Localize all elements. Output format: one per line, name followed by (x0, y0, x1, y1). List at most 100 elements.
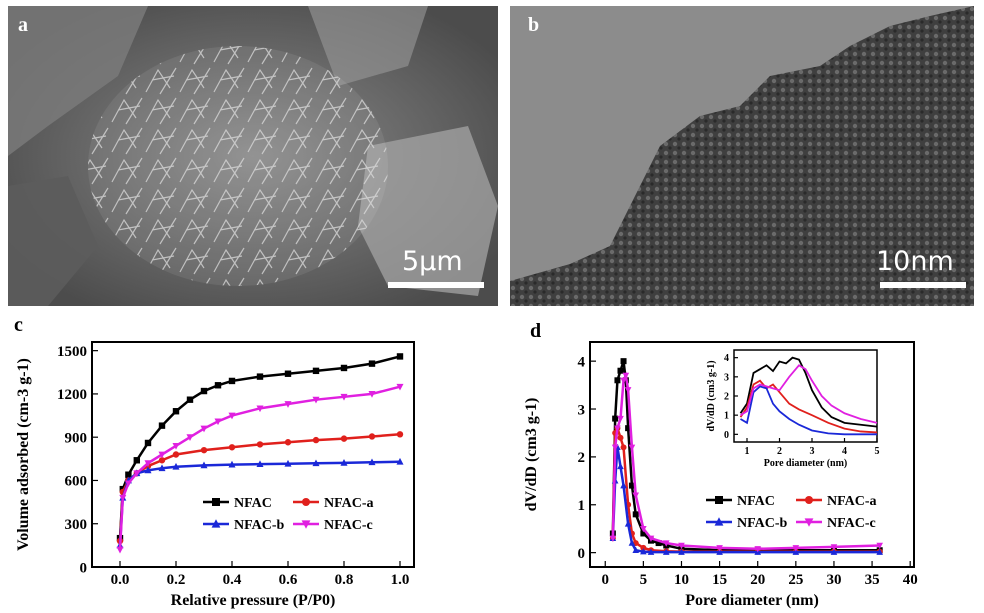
d-x-tick-label: 25 (788, 572, 803, 588)
c-point-nfac-c (214, 418, 222, 426)
c-x-tick-label: 0.8 (335, 572, 354, 588)
d-series-nfac-c (609, 371, 883, 553)
d-inset-line-nfac-b (740, 385, 877, 436)
d-inset-series-nfac-c (740, 364, 878, 424)
c-point-nfac-b (158, 464, 166, 472)
c-point-nfac-c (284, 401, 292, 408)
d-inset-y-tick-label: 4 (724, 353, 729, 364)
c-y-tick-label: 1200 (57, 387, 87, 403)
c-point-nfac-c (368, 391, 376, 398)
c-point-nfac (214, 382, 222, 389)
d-series-nfac-a (609, 424, 883, 555)
c-point-nfac-b (368, 458, 376, 466)
panel-label-b: b (528, 14, 540, 36)
c-point-nfac-c (124, 480, 132, 488)
d-point-nfac-c (620, 377, 627, 384)
c-point-nfac (340, 364, 348, 372)
c-legend-entry-nfac: NFAC (203, 496, 272, 511)
d-point-nfac-c (622, 372, 630, 380)
d-x-tick-label: 35 (865, 572, 880, 588)
d-legend-label: NFAC-a (827, 494, 877, 509)
d-point-nfac-c (662, 540, 670, 547)
d-inset-background (732, 348, 879, 444)
d-point-nfac-c (678, 542, 685, 550)
c-legend-entry-nfac-c: NFAC-c (293, 518, 373, 533)
scale-bar-b (880, 282, 966, 288)
d-y-tick-label: 4 (578, 354, 586, 370)
d-point-nfac (655, 540, 662, 547)
d-x-tick-label: 0 (601, 572, 609, 588)
c-point-nfac (133, 457, 140, 464)
scale-bar-label-a: 5μm (402, 246, 463, 277)
c-y-tick-label: 300 (65, 517, 88, 533)
c-point-nfac-c (144, 460, 152, 467)
d-point-nfac-c (754, 546, 762, 553)
d-inset-x-tick-label: 3 (810, 446, 815, 457)
d-legend-entry-nfac-a: NFAC-a (796, 494, 877, 509)
c-point-nfac-a (368, 433, 376, 440)
d-inset-y-tick-label: 3 (724, 372, 729, 383)
c-point-nfac-b (312, 459, 320, 467)
c-legend-label: NFAC-b (234, 518, 285, 533)
c-point-nfac (312, 367, 320, 375)
d-point-nfac-c (617, 415, 624, 423)
d-point-nfac (617, 367, 624, 374)
d-inset-series-nfac-a (739, 379, 878, 434)
d-legend-entry-nfac-b: NFAC-b (706, 516, 788, 531)
c-point-nfac-a (256, 441, 264, 448)
d-inset-x-tick-label: 2 (777, 446, 782, 457)
tem-micrograph (510, 6, 974, 306)
c-point-nfac-b (340, 459, 348, 466)
c-point-nfac-a (396, 431, 404, 438)
d-inset-series-nfac-b (740, 385, 877, 436)
d-y-tick-label: 0 (578, 546, 586, 562)
c-point-nfac (284, 370, 292, 377)
d-point-nfac-a (640, 544, 647, 551)
d-point-nfac (620, 358, 627, 365)
d-point-nfac-c (624, 387, 632, 394)
c-point-nfac-c (256, 405, 264, 413)
panel-label-a: a (18, 14, 28, 36)
d-point-nfac (632, 511, 639, 518)
d-inset-y-tick-label: 2 (724, 392, 729, 403)
d-legend-marker (805, 496, 813, 504)
c-x-tick-label: 1.0 (391, 572, 410, 588)
c-y-tick-label: 0 (80, 560, 88, 576)
c-point-nfac-a (200, 446, 208, 454)
c-point-nfac-b (284, 459, 292, 467)
c-legend-marker (301, 520, 311, 529)
c-x-axis-label: Relative pressure (P/P0) (171, 592, 336, 609)
d-point-nfac-b (792, 548, 800, 555)
d-point-nfac-c (614, 425, 621, 432)
c-point-nfac-c (119, 494, 127, 502)
d-point-nfac-a (617, 434, 624, 441)
d-y-axis-label: dV/dD (cm3 g-1) (523, 398, 540, 512)
c-point-nfac-c (158, 451, 166, 459)
c-point-nfac-c (116, 546, 124, 554)
c-point-nfac-c (172, 442, 180, 450)
c-x-tick-label: 0.4 (223, 572, 242, 588)
d-inset-series-nfac (739, 356, 878, 428)
d-point-nfac-b (632, 546, 640, 553)
c-point-nfac (158, 422, 166, 429)
c-point-nfac-c (133, 470, 141, 478)
d-x-tick-label: 10 (674, 572, 689, 588)
d-y-tick-label: 2 (578, 450, 586, 466)
c-legend-entry-nfac-b: NFAC-b (203, 518, 285, 533)
d-x-tick-label: 15 (712, 572, 727, 588)
c-x-tick-label: 0.6 (279, 572, 298, 588)
d-point-nfac-b (662, 548, 670, 555)
c-point-nfac (396, 353, 404, 360)
d-point-nfac-c (830, 544, 838, 551)
d-point-nfac-b (620, 482, 627, 489)
c-series-nfac-c (116, 383, 404, 554)
c-point-nfac-a (158, 457, 166, 464)
d-legend-marker (715, 496, 723, 504)
c-point-nfac-c (186, 434, 194, 442)
c-point-nfac (200, 387, 208, 395)
isotherm-chart: 0.0 0.2 0.4 0.6 0.8 1.0 0 300 600 900 1200 1500 Rela… (15, 341, 415, 609)
c-legend-marker (212, 498, 220, 506)
c-point-nfac (172, 408, 180, 415)
c-point-nfac-c (340, 393, 348, 401)
d-inset-x-tick-label: 4 (842, 446, 847, 457)
